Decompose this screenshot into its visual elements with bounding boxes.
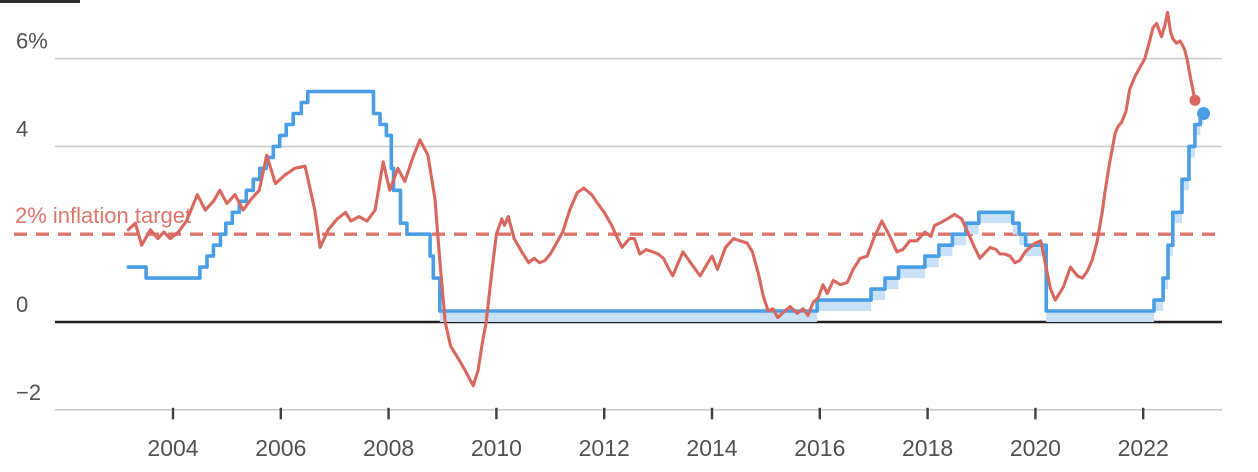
- policy-rate-line: [126, 89, 1206, 313]
- inflation-end-dot: [1189, 94, 1201, 106]
- x-axis-label-2008: 2008: [363, 435, 414, 461]
- x-axis-label-2016: 2016: [794, 435, 845, 461]
- y-axis-label-4: 4: [16, 116, 28, 141]
- x-axis-label-2006: 2006: [255, 435, 306, 461]
- x-axis-label-2020: 2020: [1010, 435, 1061, 461]
- x-axis-label-2004: 2004: [147, 435, 198, 461]
- policy-rate-end-dot: [1197, 106, 1211, 120]
- x-axis-label-2012: 2012: [579, 435, 630, 461]
- y-axis-label-6: 6%: [16, 29, 48, 54]
- x-axis-label-2010: 2010: [471, 435, 522, 461]
- x-axis-label-2018: 2018: [902, 435, 953, 461]
- x-axis-label-2022: 2022: [1118, 435, 1169, 461]
- y-axis-label-0: 0: [16, 292, 28, 317]
- top-rule: [0, 0, 80, 3]
- inflation-target-label: 2% inflation target: [15, 203, 191, 228]
- x-axis-label-2014: 2014: [686, 435, 737, 461]
- y-axis-label--2: −2: [16, 380, 41, 405]
- inflation-line: [126, 10, 1197, 388]
